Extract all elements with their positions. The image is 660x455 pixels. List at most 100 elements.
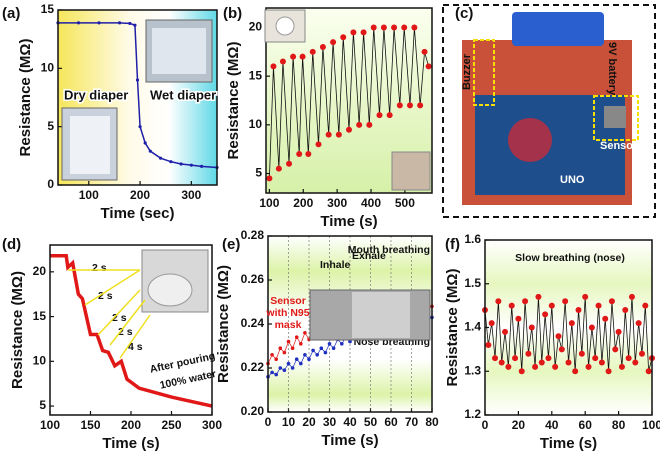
data-point	[315, 353, 320, 357]
x-tick-label: 100	[642, 418, 660, 432]
x-tick-label: 400	[361, 196, 381, 210]
data-point	[582, 293, 589, 300]
x-tick-label: 200	[293, 196, 313, 210]
annotation: 4 s	[128, 341, 143, 353]
data-point	[335, 131, 342, 138]
data-point	[282, 350, 287, 355]
data-point	[143, 141, 147, 145]
data-point	[488, 320, 495, 327]
data-point	[290, 346, 295, 351]
data-point	[309, 48, 316, 55]
data-point	[330, 39, 337, 46]
data-point	[406, 102, 413, 109]
guide-line	[84, 269, 141, 306]
data-point	[286, 160, 293, 167]
y-tick-label: 0.24	[241, 316, 265, 330]
x-tick-label: 80	[612, 418, 626, 432]
x-tick-label: 200	[130, 188, 150, 202]
data-point	[76, 21, 81, 25]
data-point	[485, 342, 492, 348]
data-point	[294, 357, 299, 362]
y-axis-label: Resistance (MΩ)	[17, 39, 34, 157]
annotation: Sensor	[270, 295, 306, 307]
x-axis-label: Time (s)	[102, 435, 159, 452]
y-axis-label: Resistance (MΩ)	[444, 269, 461, 387]
x-tick-label: 100	[79, 188, 99, 202]
data-point	[282, 368, 287, 373]
data-point	[592, 355, 599, 362]
board-label: UNO	[560, 174, 585, 186]
sensor-label: Sensor	[600, 140, 638, 152]
x-axis-label: Time (s)	[321, 432, 378, 449]
guide-line	[109, 299, 146, 346]
annotation: 2 s	[98, 290, 113, 302]
data-point	[615, 328, 622, 335]
data-point	[169, 160, 173, 164]
y-tick-label: 0.20	[241, 404, 265, 418]
x-tick-label: 70	[405, 415, 419, 429]
data-point	[618, 363, 625, 370]
data-point	[612, 346, 619, 353]
series-line	[50, 253, 213, 408]
y-tick-label: 1.3	[464, 363, 481, 377]
annotation: 2 s	[92, 262, 107, 274]
data-point	[331, 346, 336, 351]
y-tick-label: 20	[33, 264, 47, 278]
guide-line	[97, 289, 141, 336]
data-point	[303, 353, 307, 357]
data-point	[628, 293, 635, 300]
plot-frame	[265, 7, 433, 194]
data-point	[315, 141, 322, 148]
plot-frame	[49, 244, 213, 416]
inset-photo	[391, 151, 431, 191]
data-point	[515, 315, 522, 322]
x-tick-label: 40	[545, 418, 559, 432]
y-tick-label: 10	[41, 61, 55, 75]
x-tick-label: 300	[181, 188, 201, 202]
y-tick-label: 15	[249, 68, 263, 82]
data-point	[366, 121, 373, 128]
data-point	[598, 359, 605, 366]
data-point	[340, 34, 347, 41]
series-line	[58, 22, 218, 169]
data-point	[396, 102, 403, 109]
y-tick-label: 1.6	[464, 232, 481, 246]
x-axis-label: Time (s)	[540, 435, 597, 452]
insets	[61, 9, 431, 341]
y-tick-label: 1.4	[464, 320, 481, 334]
data-point	[323, 350, 328, 355]
annotation: Slow breathing (nose)	[515, 252, 625, 264]
panel-label: (d)	[2, 236, 21, 253]
data-point	[380, 24, 387, 31]
x-tick-label: 100	[40, 418, 60, 432]
data-point	[346, 126, 352, 133]
y-tick-label: 10	[33, 353, 47, 367]
data-point	[525, 350, 532, 357]
annotation: mask	[275, 319, 302, 331]
data-point	[340, 342, 344, 346]
y-tick-label: 5	[255, 166, 262, 180]
data-point	[568, 320, 575, 327]
data-point	[128, 21, 132, 26]
data-point	[117, 21, 122, 25]
data-point	[376, 112, 383, 119]
data-point	[562, 298, 569, 305]
data-point	[356, 121, 363, 128]
data-point	[350, 29, 357, 36]
data-point	[532, 363, 539, 370]
guide-lines	[68, 269, 151, 359]
data-point	[492, 355, 499, 362]
data-point	[595, 302, 602, 309]
data-point	[274, 372, 279, 377]
data-point	[505, 363, 512, 370]
annotation: with N95	[265, 307, 309, 319]
data-point	[274, 357, 279, 362]
y-tick-label: 15	[33, 309, 47, 323]
y-axis-label: Resistance (MΩ)	[215, 265, 232, 383]
inset-photo	[70, 116, 110, 174]
data-point	[278, 346, 283, 351]
x-tick-label: 200	[121, 418, 141, 432]
annotation: Inhale	[320, 259, 351, 271]
data-point	[518, 368, 525, 375]
